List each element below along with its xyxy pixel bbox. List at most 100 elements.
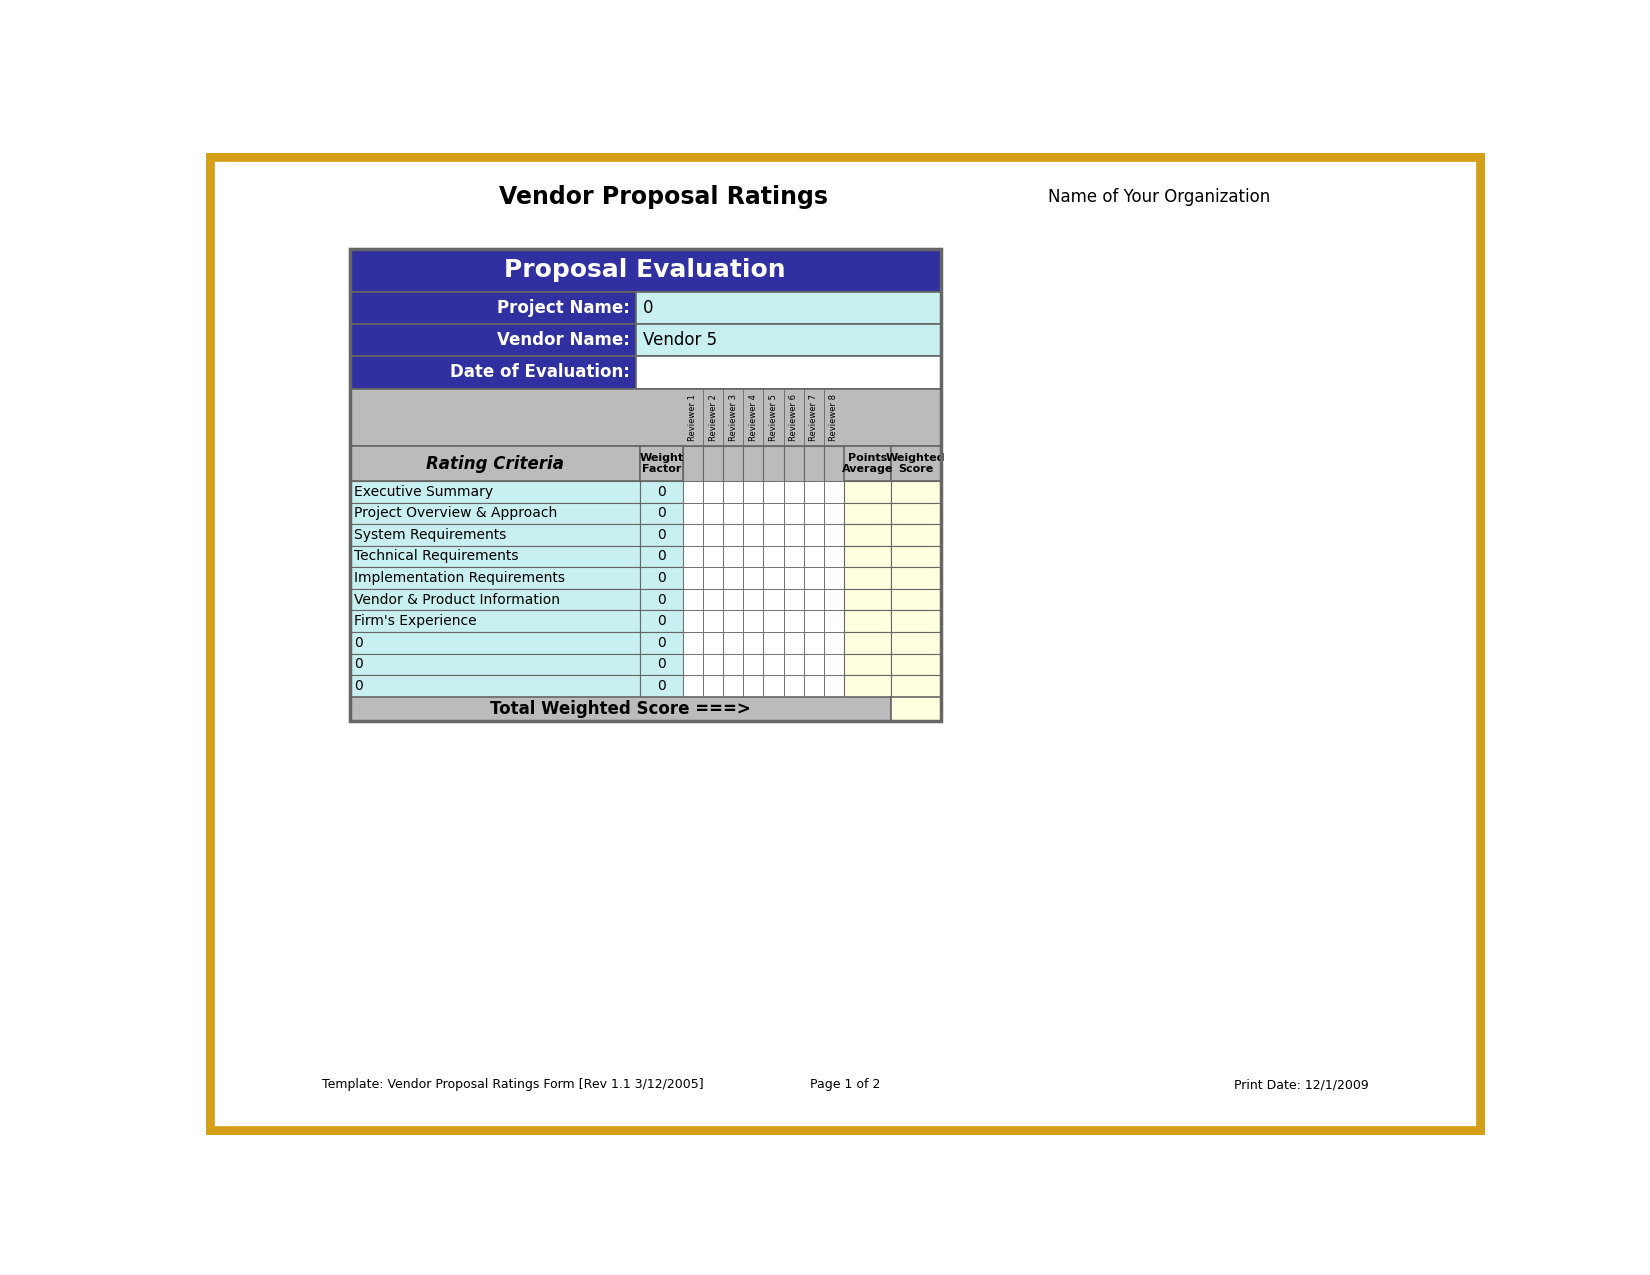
- FancyBboxPatch shape: [640, 524, 683, 546]
- FancyBboxPatch shape: [784, 589, 804, 611]
- Text: Technical Requirements: Technical Requirements: [355, 550, 518, 564]
- FancyBboxPatch shape: [742, 632, 764, 654]
- FancyBboxPatch shape: [350, 632, 640, 654]
- FancyBboxPatch shape: [764, 674, 784, 696]
- Text: 0: 0: [657, 593, 667, 607]
- FancyBboxPatch shape: [640, 611, 683, 632]
- FancyBboxPatch shape: [703, 524, 723, 546]
- Text: 0: 0: [355, 658, 363, 671]
- FancyBboxPatch shape: [683, 589, 703, 611]
- Text: 0: 0: [355, 678, 363, 692]
- FancyBboxPatch shape: [350, 654, 640, 674]
- FancyBboxPatch shape: [891, 524, 940, 546]
- FancyBboxPatch shape: [640, 446, 683, 481]
- FancyBboxPatch shape: [823, 632, 845, 654]
- Text: Rating Criteria: Rating Criteria: [426, 455, 564, 473]
- Text: System Requirements: System Requirements: [355, 528, 507, 542]
- FancyBboxPatch shape: [823, 546, 845, 567]
- FancyBboxPatch shape: [845, 632, 891, 654]
- FancyBboxPatch shape: [350, 611, 640, 632]
- FancyBboxPatch shape: [703, 502, 723, 524]
- Text: 0: 0: [657, 571, 667, 585]
- Text: Reviewer 5: Reviewer 5: [769, 394, 779, 441]
- FancyBboxPatch shape: [804, 502, 823, 524]
- FancyBboxPatch shape: [640, 589, 683, 611]
- Text: Implementation Requirements: Implementation Requirements: [355, 571, 566, 585]
- FancyBboxPatch shape: [640, 654, 683, 674]
- FancyBboxPatch shape: [823, 654, 845, 674]
- FancyBboxPatch shape: [723, 654, 743, 674]
- FancyBboxPatch shape: [637, 324, 940, 356]
- FancyBboxPatch shape: [683, 674, 703, 696]
- FancyBboxPatch shape: [891, 654, 940, 674]
- Text: Reviewer 1: Reviewer 1: [688, 394, 698, 441]
- Text: Reviewer 3: Reviewer 3: [729, 394, 738, 441]
- Text: Reviewer 6: Reviewer 6: [789, 394, 799, 441]
- FancyBboxPatch shape: [823, 481, 845, 502]
- FancyBboxPatch shape: [723, 481, 743, 502]
- FancyBboxPatch shape: [703, 446, 723, 481]
- FancyBboxPatch shape: [742, 446, 764, 481]
- FancyBboxPatch shape: [683, 654, 703, 674]
- FancyBboxPatch shape: [784, 674, 804, 696]
- FancyBboxPatch shape: [804, 674, 823, 696]
- Text: 0: 0: [642, 298, 653, 316]
- FancyBboxPatch shape: [804, 546, 823, 567]
- FancyBboxPatch shape: [683, 481, 703, 502]
- FancyBboxPatch shape: [742, 611, 764, 632]
- FancyBboxPatch shape: [723, 446, 743, 481]
- Text: Proposal Evaluation: Proposal Evaluation: [505, 259, 785, 283]
- FancyBboxPatch shape: [742, 481, 764, 502]
- Text: Vendor Name:: Vendor Name:: [497, 332, 630, 349]
- FancyBboxPatch shape: [891, 696, 940, 722]
- FancyBboxPatch shape: [845, 654, 891, 674]
- FancyBboxPatch shape: [703, 611, 723, 632]
- FancyBboxPatch shape: [683, 446, 703, 481]
- FancyBboxPatch shape: [742, 502, 764, 524]
- FancyBboxPatch shape: [764, 589, 784, 611]
- Text: Reviewer 8: Reviewer 8: [830, 394, 838, 441]
- FancyBboxPatch shape: [784, 632, 804, 654]
- FancyBboxPatch shape: [784, 567, 804, 589]
- FancyBboxPatch shape: [640, 546, 683, 567]
- FancyBboxPatch shape: [742, 674, 764, 696]
- FancyBboxPatch shape: [683, 524, 703, 546]
- Text: Page 1 of 2: Page 1 of 2: [810, 1079, 881, 1091]
- FancyBboxPatch shape: [845, 567, 891, 589]
- FancyBboxPatch shape: [703, 546, 723, 567]
- FancyBboxPatch shape: [350, 446, 640, 481]
- FancyBboxPatch shape: [804, 611, 823, 632]
- Text: Reviewer 7: Reviewer 7: [810, 394, 818, 441]
- FancyBboxPatch shape: [891, 502, 940, 524]
- Text: Project Overview & Approach: Project Overview & Approach: [355, 506, 558, 520]
- FancyBboxPatch shape: [823, 567, 845, 589]
- FancyBboxPatch shape: [823, 589, 845, 611]
- FancyBboxPatch shape: [823, 524, 845, 546]
- FancyBboxPatch shape: [891, 589, 940, 611]
- Text: 0: 0: [657, 528, 667, 542]
- FancyBboxPatch shape: [350, 389, 940, 446]
- FancyBboxPatch shape: [683, 632, 703, 654]
- FancyBboxPatch shape: [764, 567, 784, 589]
- FancyBboxPatch shape: [804, 524, 823, 546]
- FancyBboxPatch shape: [723, 546, 743, 567]
- FancyBboxPatch shape: [350, 674, 640, 696]
- FancyBboxPatch shape: [350, 524, 640, 546]
- FancyBboxPatch shape: [742, 589, 764, 611]
- FancyBboxPatch shape: [764, 611, 784, 632]
- FancyBboxPatch shape: [764, 446, 784, 481]
- FancyBboxPatch shape: [845, 446, 891, 481]
- FancyBboxPatch shape: [764, 632, 784, 654]
- FancyBboxPatch shape: [683, 502, 703, 524]
- FancyBboxPatch shape: [723, 674, 743, 696]
- FancyBboxPatch shape: [764, 654, 784, 674]
- Text: Vendor 5: Vendor 5: [642, 332, 716, 349]
- FancyBboxPatch shape: [804, 446, 823, 481]
- Text: 0: 0: [355, 636, 363, 650]
- FancyBboxPatch shape: [784, 481, 804, 502]
- FancyBboxPatch shape: [891, 446, 940, 481]
- FancyBboxPatch shape: [703, 589, 723, 611]
- Text: Weight
Factor: Weight Factor: [640, 453, 683, 474]
- FancyBboxPatch shape: [350, 356, 637, 389]
- FancyBboxPatch shape: [640, 567, 683, 589]
